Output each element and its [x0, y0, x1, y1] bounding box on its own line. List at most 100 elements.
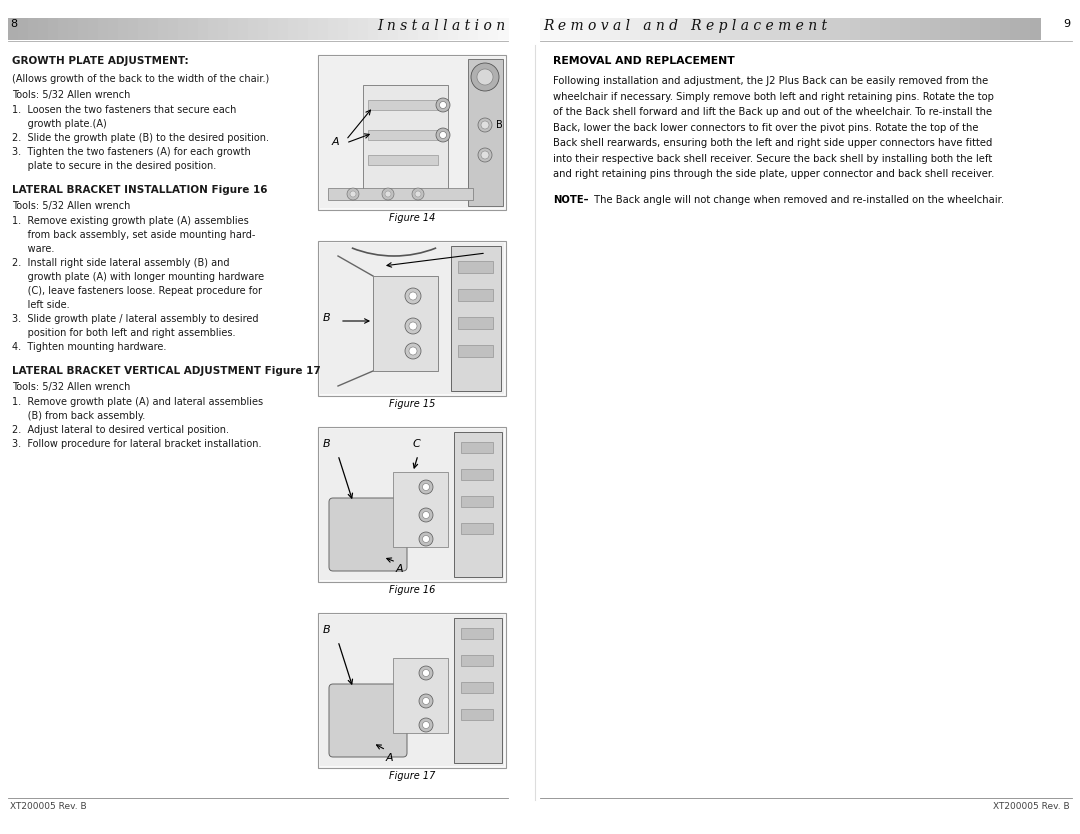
Bar	[789, 18, 800, 40]
Bar	[910, 18, 920, 40]
Text: ware.: ware.	[12, 244, 54, 254]
Bar	[178, 18, 189, 40]
Text: 3.  Tighten the two fasteners (A) for each growth: 3. Tighten the two fasteners (A) for eac…	[12, 147, 251, 157]
Bar	[320, 615, 504, 766]
Circle shape	[471, 63, 499, 91]
Bar	[880, 18, 891, 40]
Bar	[188, 18, 199, 40]
Bar	[338, 18, 349, 40]
Circle shape	[415, 191, 421, 197]
Bar	[308, 18, 319, 40]
Bar	[238, 18, 248, 40]
Bar	[393, 658, 448, 733]
Bar	[87, 18, 98, 40]
Bar	[278, 18, 288, 40]
Circle shape	[419, 666, 433, 680]
Text: I n s t a l l a t i o n: I n s t a l l a t i o n	[377, 19, 505, 33]
Bar	[478, 18, 488, 40]
Circle shape	[440, 102, 446, 108]
Bar	[1000, 18, 1011, 40]
Bar	[298, 18, 309, 40]
Circle shape	[478, 148, 492, 162]
Bar	[760, 18, 770, 40]
Bar	[550, 18, 561, 40]
Text: REMOVAL AND REPLACEMENT: REMOVAL AND REPLACEMENT	[553, 56, 734, 66]
Text: R e m o v a l   a n d   R e p l a c e m e n t: R e m o v a l a n d R e p l a c e m e n …	[543, 19, 827, 33]
Text: NOTE–: NOTE–	[553, 194, 589, 204]
Bar	[980, 18, 990, 40]
FancyBboxPatch shape	[329, 498, 407, 571]
Bar	[488, 18, 499, 40]
Bar	[970, 18, 981, 40]
Text: XT200005 Rev. B: XT200005 Rev. B	[10, 802, 86, 811]
Circle shape	[481, 121, 489, 129]
Circle shape	[477, 69, 492, 85]
Text: position for both left and right assemblies.: position for both left and right assembl…	[12, 328, 235, 338]
Bar	[28, 18, 39, 40]
Text: (C), leave fasteners loose. Repeat procedure for: (C), leave fasteners loose. Repeat proce…	[12, 286, 262, 296]
Bar	[373, 276, 438, 371]
Circle shape	[436, 128, 450, 142]
Bar	[461, 496, 492, 507]
Bar	[458, 317, 492, 329]
Bar	[318, 241, 507, 396]
Bar	[448, 18, 459, 40]
Circle shape	[405, 318, 421, 334]
Bar	[258, 18, 269, 40]
Bar	[960, 18, 971, 40]
Text: wheelchair if necessary. Simply remove both left and right retaining pins. Rotat: wheelchair if necessary. Simply remove b…	[553, 92, 994, 102]
Text: 4.  Tighten mounting hardware.: 4. Tighten mounting hardware.	[12, 342, 166, 352]
Bar	[438, 18, 448, 40]
Bar	[831, 18, 840, 40]
Bar	[228, 18, 239, 40]
Bar	[368, 155, 438, 165]
Text: LATERAL BRACKET VERTICAL ADJUSTMENT Figure 17: LATERAL BRACKET VERTICAL ADJUSTMENT Figu…	[12, 366, 321, 376]
Bar	[393, 472, 448, 547]
Text: B: B	[323, 313, 330, 323]
Bar	[451, 246, 501, 391]
Text: Figure 17: Figure 17	[389, 771, 435, 781]
Bar	[468, 18, 478, 40]
Text: Back shell rearwards, ensuring both the left and right side upper connectors hav: Back shell rearwards, ensuring both the …	[553, 138, 993, 148]
Text: 3.  Slide growth plate / lateral assembly to desired: 3. Slide growth plate / lateral assembly…	[12, 314, 258, 324]
Text: of the Back shell forward and lift the Back up and out of the wheelchair. To re-: of the Back shell forward and lift the B…	[553, 107, 993, 117]
Bar	[320, 243, 504, 394]
Bar	[458, 18, 469, 40]
Circle shape	[419, 532, 433, 546]
Bar	[458, 261, 492, 273]
Bar	[870, 18, 880, 40]
Bar	[208, 18, 218, 40]
Bar	[730, 18, 741, 40]
Bar	[454, 618, 502, 763]
Text: The Back angle will not change when removed and re-installed on the wheelchair.: The Back angle will not change when remo…	[591, 194, 1004, 204]
Circle shape	[384, 191, 391, 197]
Bar	[158, 18, 168, 40]
Text: GROWTH PLATE ADJUSTMENT:: GROWTH PLATE ADJUSTMENT:	[12, 56, 189, 66]
Bar	[138, 18, 149, 40]
Bar	[570, 18, 581, 40]
Text: B: B	[323, 625, 330, 635]
Bar	[408, 18, 419, 40]
Bar	[348, 18, 359, 40]
Bar	[930, 18, 941, 40]
Circle shape	[405, 343, 421, 359]
Circle shape	[347, 188, 359, 200]
Text: 9: 9	[1063, 19, 1070, 29]
Text: plate to secure in the desired position.: plate to secure in the desired position.	[12, 161, 216, 171]
Bar	[740, 18, 751, 40]
Bar	[328, 18, 338, 40]
Bar	[461, 469, 492, 480]
Bar	[920, 18, 931, 40]
Text: Figure 15: Figure 15	[389, 399, 435, 409]
Bar	[461, 682, 492, 693]
Bar	[428, 18, 438, 40]
Text: 2.  Slide the growth plate (B) to the desired position.: 2. Slide the growth plate (B) to the des…	[12, 133, 269, 143]
Bar	[118, 18, 129, 40]
Bar	[288, 18, 298, 40]
Circle shape	[440, 132, 446, 138]
Circle shape	[481, 151, 489, 159]
Bar	[8, 18, 18, 40]
Bar	[148, 18, 159, 40]
Bar	[268, 18, 279, 40]
Bar	[38, 18, 49, 40]
